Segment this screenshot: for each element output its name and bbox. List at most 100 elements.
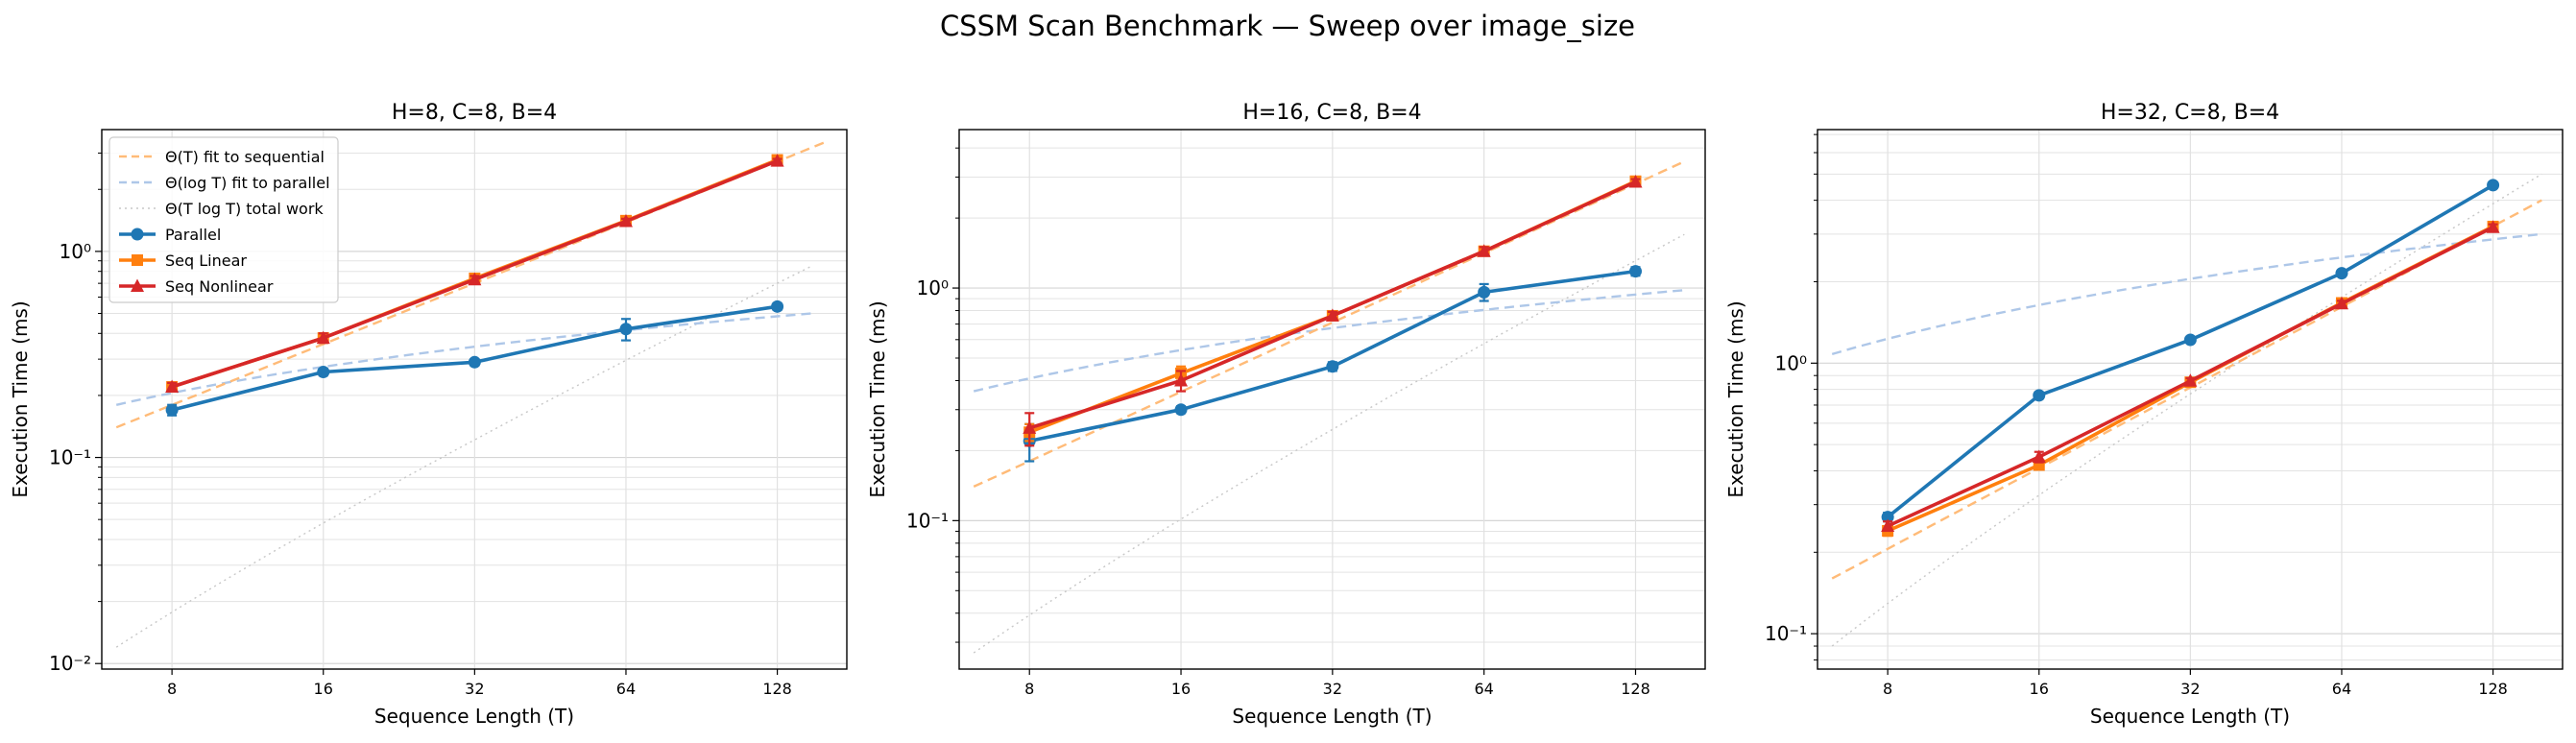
legend-item: Θ(T) fit to sequential bbox=[119, 148, 325, 166]
series-parallel bbox=[165, 300, 784, 417]
fit-parallel-line bbox=[1831, 232, 2542, 356]
data-point bbox=[2183, 333, 2197, 347]
y-tick-label: 10⁰ bbox=[917, 276, 949, 300]
fit-sequential-line bbox=[973, 160, 1685, 488]
y-axis-label: Execution Time (ms) bbox=[9, 300, 32, 497]
x-tick-label: 32 bbox=[2180, 680, 2200, 698]
legend-label: Seq Linear bbox=[165, 252, 247, 270]
data-point bbox=[1326, 360, 1339, 373]
legend-item: Parallel bbox=[119, 226, 221, 244]
series-seq-nonlinear bbox=[1023, 174, 1643, 447]
x-tick-label: 16 bbox=[1171, 680, 1191, 698]
data-point bbox=[2033, 389, 2046, 402]
series-parallel bbox=[1881, 179, 2500, 524]
panel-title: H=16, C=8, B=4 bbox=[1242, 101, 1421, 125]
data-point bbox=[468, 272, 482, 286]
legend-label: Θ(T) fit to sequential bbox=[165, 148, 325, 166]
x-tick-label: 64 bbox=[1474, 680, 1493, 698]
plot-area bbox=[973, 160, 1685, 654]
fit-parallel-line bbox=[973, 289, 1685, 393]
x-tick-label: 128 bbox=[1621, 680, 1650, 698]
data-point bbox=[317, 365, 330, 378]
legend-item: Θ(log T) fit to parallel bbox=[119, 174, 330, 192]
data-point bbox=[2183, 373, 2198, 387]
plot-area bbox=[115, 140, 827, 648]
legend-marker bbox=[131, 228, 144, 241]
x-tick-label: 32 bbox=[1323, 680, 1342, 698]
legend-label: Θ(T log T) total work bbox=[165, 200, 324, 218]
panel-title: H=32, C=8, B=4 bbox=[2101, 101, 2279, 125]
y-tick-label: 10⁻¹ bbox=[1765, 622, 1807, 645]
data-point bbox=[1477, 244, 1491, 257]
fit-total-work-line bbox=[115, 265, 813, 648]
data-point bbox=[1174, 403, 1188, 417]
data-point bbox=[770, 154, 784, 167]
legend: Θ(T) fit to sequential Θ(log T) fit to pa… bbox=[108, 136, 339, 303]
data-point bbox=[2487, 179, 2500, 192]
data-point bbox=[1174, 372, 1189, 387]
panel-3: 8 16 32 64 128 10⁻¹ 10⁰ H=32, C=8, B=4 Sequence … bbox=[1724, 101, 2564, 728]
grid bbox=[959, 130, 1705, 669]
y-tick-label: 10⁻² bbox=[49, 652, 91, 675]
x-tick-label: 8 bbox=[1883, 680, 1892, 698]
fit-total-work-line bbox=[973, 233, 1685, 654]
legend-label: Seq Nonlinear bbox=[165, 277, 274, 296]
x-axis-label: Sequence Length (T) bbox=[2090, 705, 2290, 728]
x-tick-label: 64 bbox=[616, 680, 636, 698]
data-point bbox=[619, 323, 633, 336]
data-point bbox=[316, 330, 330, 345]
plot-area bbox=[1831, 173, 2542, 647]
data-point bbox=[1325, 308, 1339, 322]
data-point bbox=[2032, 449, 2046, 464]
panels: 8 16 32 64 128 10⁻² 10⁻¹ 10⁰ H=8, C=8, B=4 Sequen… bbox=[9, 101, 2564, 728]
data-point bbox=[1881, 511, 1894, 524]
x-tick-label: 128 bbox=[762, 680, 792, 698]
panel-2: 8 16 32 64 128 10⁻¹ 10⁰ H=16, C=8, B=4 Sequence … bbox=[866, 101, 1706, 728]
legend-marker bbox=[132, 254, 143, 266]
x-axis-label: Sequence Length (T) bbox=[374, 705, 574, 728]
legend-item: Θ(T log T) total work bbox=[119, 200, 324, 218]
x-tick-label: 16 bbox=[2030, 680, 2049, 698]
figure-title: CSSM Scan Benchmark — Sweep over image_s… bbox=[940, 10, 1635, 42]
data-point bbox=[1478, 285, 1491, 299]
data-point bbox=[1881, 518, 1895, 532]
data-point bbox=[165, 403, 179, 417]
x-tick-label: 8 bbox=[1024, 680, 1034, 698]
data-point bbox=[771, 300, 784, 313]
y-axis-label: Execution Time (ms) bbox=[1724, 300, 1747, 497]
grid bbox=[1818, 130, 2563, 669]
x-tick-label: 32 bbox=[465, 680, 484, 698]
panel-1: 8 16 32 64 128 10⁻² 10⁻¹ 10⁰ H=8, C=8, B=4 Sequen… bbox=[9, 101, 848, 728]
x-tick-label: 64 bbox=[2332, 680, 2351, 698]
data-point bbox=[2335, 267, 2348, 280]
fit-total-work-line bbox=[1831, 173, 2542, 647]
panel-title: H=8, C=8, B=4 bbox=[392, 101, 557, 125]
series-seq-nonlinear bbox=[1881, 220, 2500, 533]
legend-marker bbox=[131, 278, 144, 292]
x-axis-label: Sequence Length (T) bbox=[1232, 705, 1432, 728]
data-point bbox=[1628, 174, 1643, 188]
x-tick-label: 16 bbox=[314, 680, 333, 698]
x-tick-label: 8 bbox=[167, 680, 177, 698]
data-point bbox=[618, 214, 633, 228]
data-point bbox=[1023, 420, 1037, 434]
legend-item: Seq Nonlinear bbox=[119, 277, 274, 296]
y-tick-label: 10⁻¹ bbox=[49, 446, 91, 469]
y-axis-label: Execution Time (ms) bbox=[866, 300, 889, 497]
legend-label: Parallel bbox=[165, 226, 221, 244]
y-tick-label: 10⁻¹ bbox=[906, 509, 949, 532]
legend-item: Seq Linear bbox=[119, 252, 247, 270]
data-point bbox=[165, 379, 180, 394]
legend-box bbox=[108, 136, 339, 303]
x-tick-label: 128 bbox=[2478, 680, 2508, 698]
fit-parallel-line bbox=[115, 312, 812, 406]
data-point bbox=[2486, 220, 2500, 233]
y-tick-label: 10⁰ bbox=[1775, 351, 1807, 374]
data-point bbox=[2334, 296, 2348, 310]
legend-label: Θ(log T) fit to parallel bbox=[165, 174, 330, 192]
data-point bbox=[1628, 265, 1642, 278]
series-seq-nonlinear bbox=[165, 154, 784, 394]
y-tick-label: 10⁰ bbox=[60, 240, 91, 263]
data-point bbox=[468, 355, 481, 369]
